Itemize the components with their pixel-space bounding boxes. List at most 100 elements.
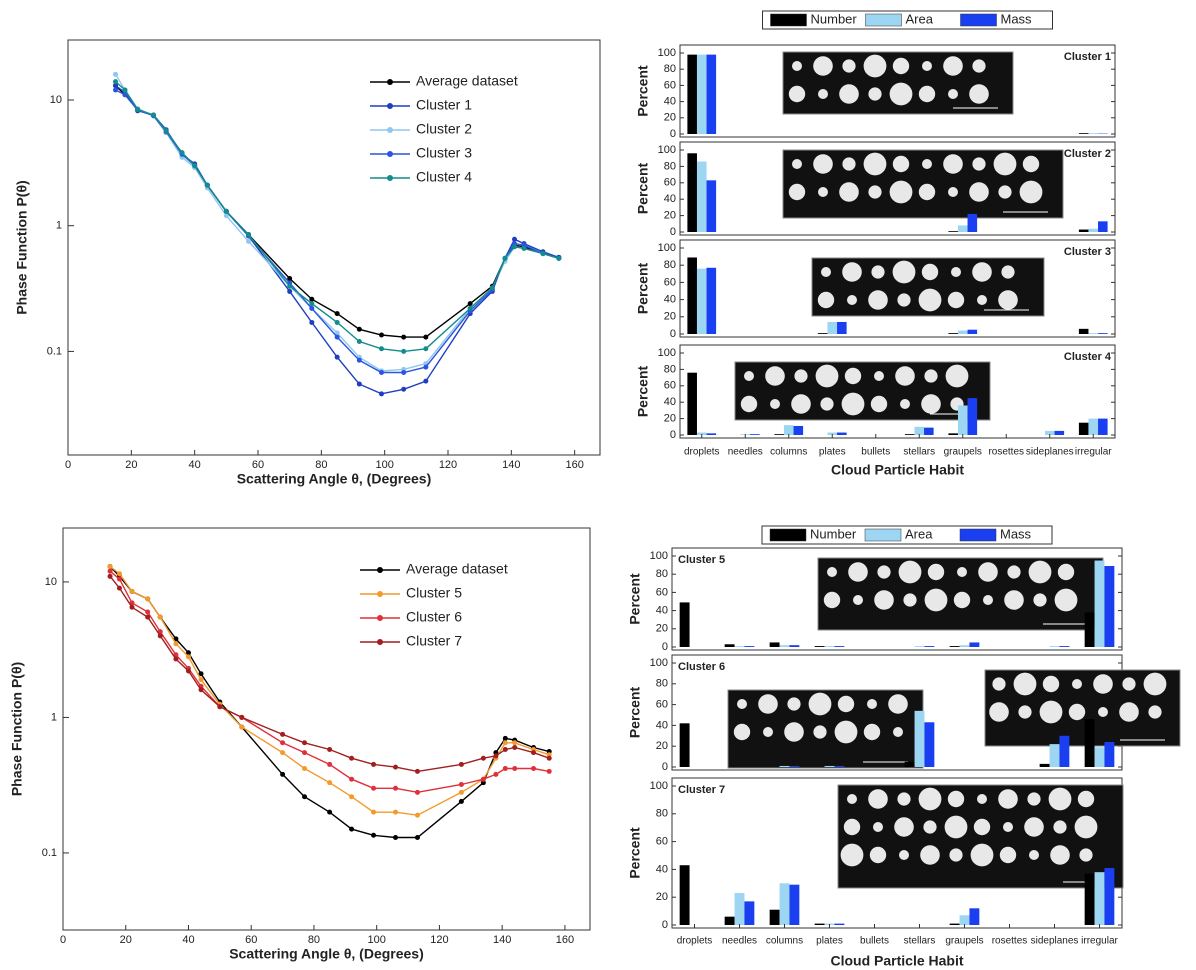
x-tick-label: droplets	[677, 936, 713, 947]
legend-marker	[387, 79, 393, 85]
y-tick-label: 40	[664, 294, 676, 306]
panel-title: Cluster 2	[1064, 148, 1111, 160]
panel-frame	[679, 344, 1116, 439]
bar	[1098, 221, 1108, 232]
particle-image	[921, 394, 941, 414]
particle-image	[737, 699, 747, 709]
legend-label: Average dataset	[406, 561, 508, 577]
bar	[957, 405, 968, 435]
particle-image	[892, 155, 910, 173]
y-tick-label: 80	[656, 568, 668, 580]
data-point	[113, 87, 118, 93]
particle-image	[1079, 848, 1093, 862]
y-tick-label: 0	[670, 328, 676, 340]
data-point	[122, 92, 128, 98]
particle-image	[943, 56, 963, 76]
data-point	[135, 107, 141, 113]
bar	[967, 398, 978, 435]
particle-image	[1050, 845, 1070, 865]
particle-image	[843, 818, 861, 836]
y-tick-label: 100	[658, 47, 676, 59]
particle-image	[1122, 677, 1136, 691]
bar	[957, 225, 968, 232]
bar	[1094, 560, 1105, 647]
data-point	[107, 563, 113, 569]
data-point	[239, 714, 245, 720]
x-tick-label: 20	[125, 459, 137, 471]
particle-image	[839, 182, 859, 202]
particle-image	[969, 84, 989, 104]
legend-marker	[377, 591, 383, 597]
data-point	[423, 378, 429, 384]
particle-image	[1072, 679, 1082, 689]
particle-image	[770, 399, 780, 409]
y-axis-label: Percent	[635, 365, 651, 417]
particle-image	[1027, 792, 1041, 806]
x-axis-label: Scattering Angle θ, (Degrees)	[229, 946, 424, 962]
legend-swatch	[769, 528, 807, 542]
bar	[1078, 422, 1089, 435]
bar	[706, 180, 717, 232]
bar	[827, 432, 838, 435]
data-point	[458, 761, 464, 767]
data-point	[163, 128, 169, 134]
plot-frame	[67, 39, 601, 456]
legend-label: Cluster 1	[416, 97, 472, 113]
bar	[1078, 229, 1089, 232]
legend-label: Area	[905, 526, 933, 541]
particle-image	[1007, 565, 1021, 579]
particle-image	[1013, 672, 1037, 696]
bar	[679, 602, 690, 647]
particle-image	[978, 562, 998, 582]
data-point	[467, 301, 473, 307]
data-point	[129, 604, 135, 610]
y-tick-label: 100	[650, 657, 668, 669]
series-line	[114, 73, 559, 372]
data-point	[334, 334, 340, 340]
data-point	[467, 305, 473, 311]
x-tick-label: 140	[502, 459, 520, 471]
particle-image	[765, 366, 785, 386]
data-point	[192, 163, 198, 169]
series-line	[115, 81, 559, 353]
particle-image	[888, 694, 908, 714]
x-tick-label: needles	[722, 936, 757, 947]
particle-image	[989, 702, 1009, 722]
particle-image	[999, 846, 1017, 864]
data-point	[246, 232, 251, 238]
bar	[1088, 133, 1099, 134]
data-point	[356, 326, 362, 332]
particle-image	[844, 367, 862, 385]
particle-image	[788, 85, 806, 103]
particle-image	[947, 790, 965, 808]
x-axis-label: Scattering Angle θ, (Degrees)	[237, 471, 432, 487]
bar	[957, 330, 968, 334]
data-point	[379, 346, 384, 352]
data-point	[309, 301, 315, 307]
data-point	[512, 744, 518, 750]
bar	[1094, 747, 1105, 767]
y-tick-label: 0	[670, 429, 676, 441]
x-tick-label: stellars	[904, 936, 936, 947]
particle-image	[733, 723, 751, 741]
data-point	[327, 746, 333, 752]
y-tick-label: 1	[51, 711, 57, 723]
particle-image	[927, 563, 945, 581]
particle-image	[1042, 675, 1060, 693]
particle-image	[791, 394, 811, 414]
particle-image	[957, 567, 967, 577]
y-tick-label: 20	[656, 891, 668, 903]
particle-image	[1093, 674, 1113, 694]
y-tick-label: 10	[45, 576, 57, 588]
particle-image	[1028, 560, 1052, 584]
data-point	[334, 330, 340, 336]
bar	[779, 883, 790, 925]
data-point	[113, 83, 118, 89]
x-axis-label: Cloud Particle Habit	[830, 953, 963, 969]
bar	[687, 153, 697, 232]
y-tick-label: 20	[664, 210, 676, 222]
particle-image	[943, 154, 963, 174]
particle-image	[808, 692, 832, 716]
legend-swatch	[959, 528, 997, 542]
data-point	[173, 641, 179, 647]
